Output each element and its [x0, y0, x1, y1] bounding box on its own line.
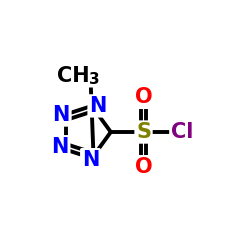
Text: N: N [52, 105, 70, 125]
Text: Cl: Cl [171, 122, 193, 142]
Text: N: N [52, 137, 69, 157]
Text: 3: 3 [89, 72, 100, 87]
Text: CH: CH [57, 66, 90, 86]
Text: N: N [82, 150, 99, 170]
Text: O: O [135, 157, 152, 177]
Text: N: N [89, 96, 106, 116]
Text: O: O [135, 88, 152, 108]
Text: S: S [136, 122, 151, 142]
